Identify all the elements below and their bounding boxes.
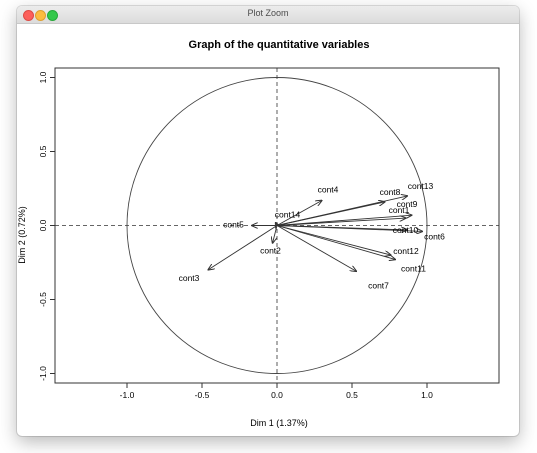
minimize-window-button[interactable] bbox=[35, 10, 46, 21]
variable-arrow-cont1 bbox=[276, 218, 406, 226]
variable-arrow-cont12 bbox=[276, 225, 391, 256]
variable-label-cont12: cont12 bbox=[393, 246, 419, 256]
y-tick-label: -1.0 bbox=[38, 366, 48, 381]
plot-area: Graph of the quantitative variables -1.0… bbox=[17, 24, 519, 436]
chart-title: Graph of the quantitative variables bbox=[189, 39, 370, 51]
y-tick-label: 1.0 bbox=[38, 71, 48, 83]
variable-label-cont5: cont5 bbox=[223, 220, 244, 230]
y-tick-label: 0.5 bbox=[38, 145, 48, 157]
variable-label-cont7: cont7 bbox=[368, 280, 389, 290]
y-tick-label: 0.0 bbox=[38, 219, 48, 231]
x-tick-label: 0.0 bbox=[271, 390, 283, 400]
pca-variables-chart: Graph of the quantitative variables -1.0… bbox=[17, 39, 500, 428]
plot-zoom-window: Plot Zoom Graph of the quantitative vari… bbox=[17, 6, 519, 436]
variable-label-cont1: cont1 bbox=[389, 205, 410, 215]
x-tick-label: 1.0 bbox=[421, 390, 433, 400]
variable-arrow-cont8 bbox=[276, 202, 385, 226]
variable-label-cont9: cont9 bbox=[397, 199, 418, 209]
variable-label-cont14: cont14 bbox=[275, 210, 301, 220]
variable-arrow-cont2 bbox=[273, 225, 278, 244]
variable-arrow-cont6 bbox=[276, 225, 423, 232]
variable-label-cont11: cont11 bbox=[401, 264, 426, 274]
variable-label-cont6: cont6 bbox=[424, 231, 445, 241]
variable-arrow-cont3 bbox=[208, 225, 278, 270]
variable-label-cont3: cont3 bbox=[179, 273, 200, 283]
variable-arrow-cont14 bbox=[276, 223, 278, 226]
close-window-button[interactable] bbox=[23, 10, 34, 21]
variable-label-cont10: cont10 bbox=[393, 225, 419, 235]
window-title: Plot Zoom bbox=[247, 8, 289, 18]
x-tick-label: -1.0 bbox=[120, 390, 135, 400]
y-tick-label: -0.5 bbox=[38, 292, 48, 307]
y-axis-label: Dim 2 (0.72%) bbox=[17, 206, 27, 264]
variable-arrow-cont11 bbox=[276, 225, 396, 260]
variable-label-cont2: cont2 bbox=[260, 245, 281, 255]
variable-label-cont13: cont13 bbox=[408, 181, 434, 191]
window-titlebar[interactable]: Plot Zoom bbox=[17, 6, 519, 24]
variable-label-cont8: cont8 bbox=[380, 187, 401, 197]
correlation-circle bbox=[126, 77, 428, 374]
zoom-window-button[interactable] bbox=[47, 10, 58, 21]
x-axis-label: Dim 1 (1.37%) bbox=[250, 418, 308, 428]
x-tick-label: 0.5 bbox=[346, 390, 358, 400]
variable-arrow-cont4 bbox=[276, 200, 322, 226]
x-tick-label: -0.5 bbox=[195, 390, 210, 400]
variable-label-cont4: cont4 bbox=[318, 184, 339, 194]
variable-arrow-cont7 bbox=[276, 225, 357, 272]
